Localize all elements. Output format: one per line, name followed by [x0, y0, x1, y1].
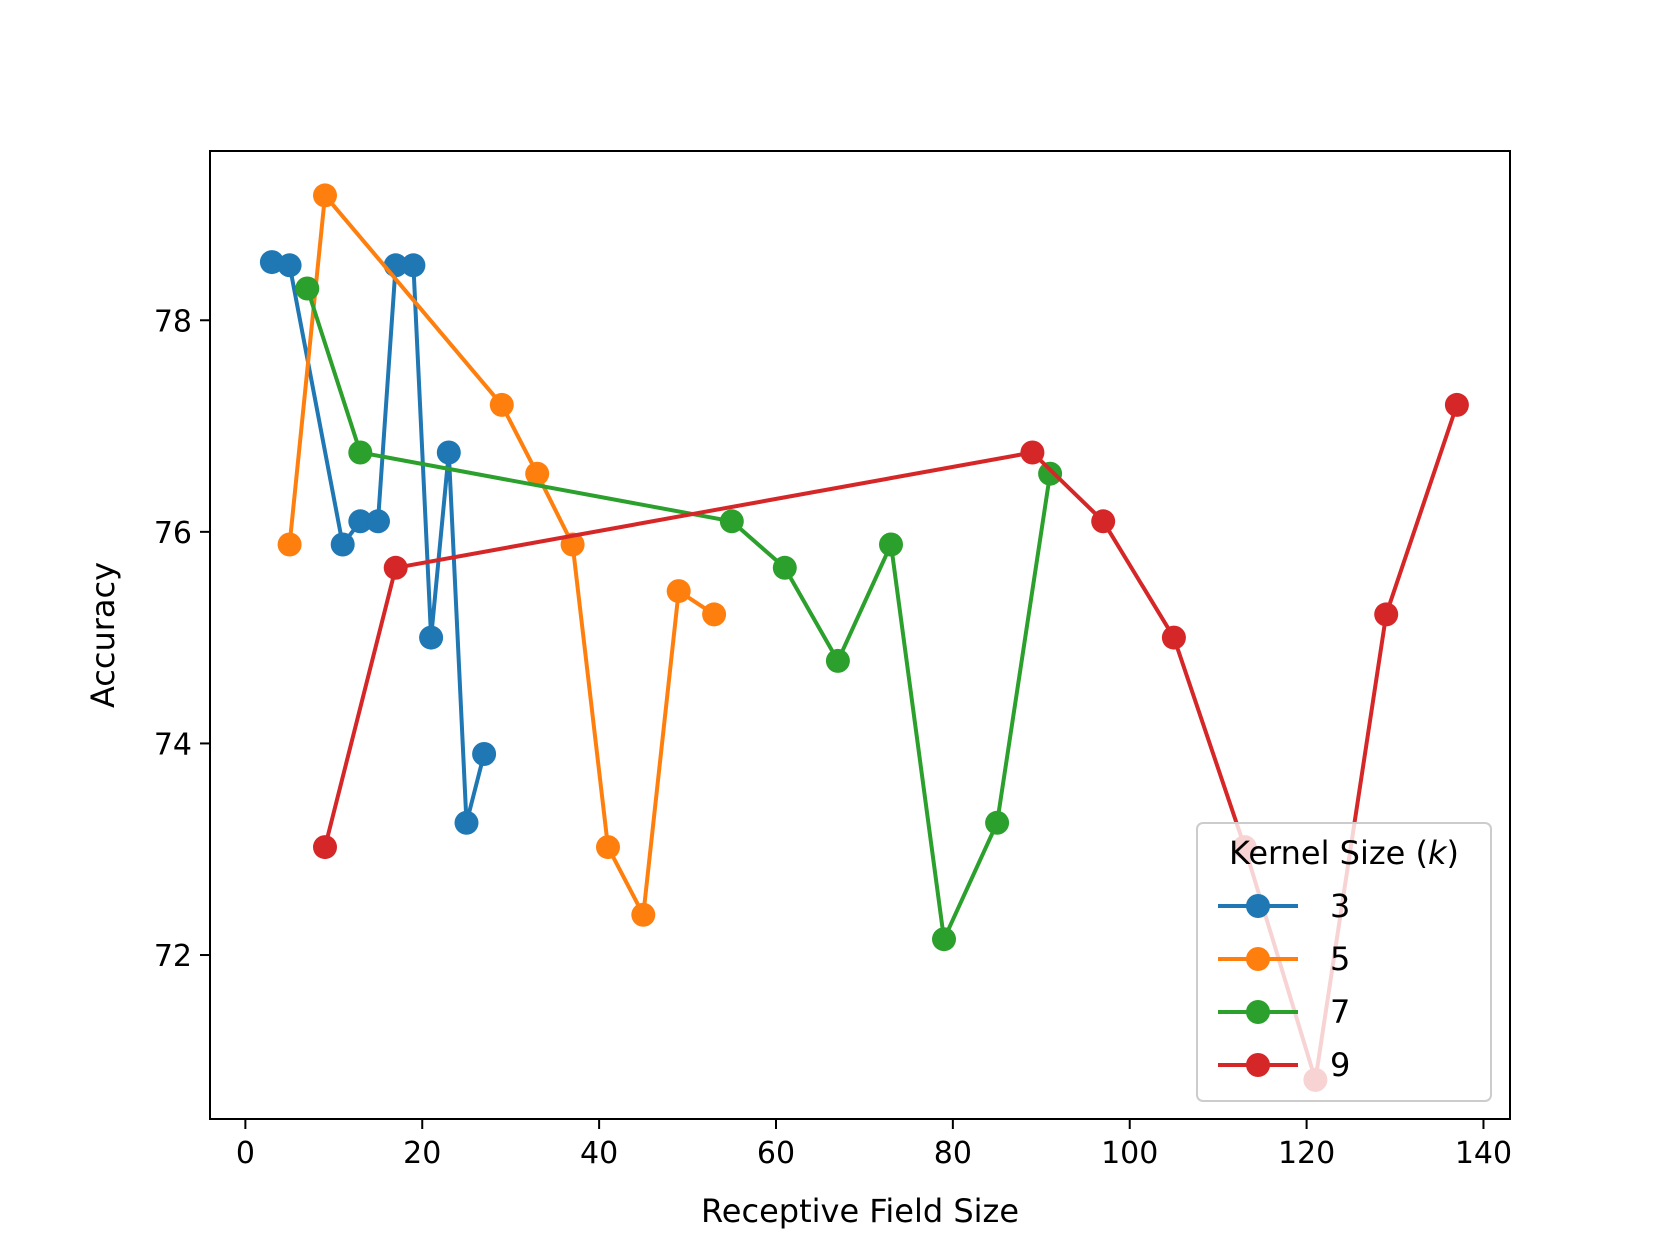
legend-label-k3: 3 [1330, 887, 1350, 925]
x-axis-label: Receptive Field Size [701, 1192, 1019, 1230]
legend-entry-k3: 3 [1218, 887, 1350, 925]
series-k5 [277, 183, 727, 927]
legend-frame [1196, 822, 1492, 1102]
point-k7-8 [1038, 461, 1063, 486]
point-k3-0 [259, 250, 284, 275]
x-tick-label-100: 100 [1101, 1136, 1158, 1171]
series-line-k5 [287, 193, 716, 917]
x-tick-label-0: 0 [236, 1136, 255, 1171]
point-k3-1 [277, 253, 302, 278]
point-k5-3 [525, 461, 550, 486]
point-k7-0 [295, 276, 320, 301]
point-k9-0 [313, 835, 337, 860]
y-axis-ticks: 72 74 76 78 [154, 304, 210, 974]
point-k7-3 [772, 555, 797, 580]
series-k7 [295, 276, 1063, 952]
point-k3-9 [454, 810, 479, 835]
point-k3-7 [419, 625, 444, 650]
point-k7-6 [932, 927, 956, 952]
legend-entry-k7: 7 [1218, 993, 1350, 1031]
series-k3 [259, 250, 497, 835]
legend-entry-k9: 9 [1218, 1046, 1350, 1084]
x-tick-label-120: 120 [1278, 1136, 1335, 1171]
legend-label-k9: 9 [1330, 1046, 1350, 1084]
point-k5-7 [666, 579, 691, 604]
point-k5-6 [631, 902, 656, 927]
point-k5-5 [596, 835, 620, 860]
legend-marker-k3 [1246, 894, 1270, 918]
x-tick-label-20: 20 [403, 1136, 441, 1171]
legend-marker-k9 [1246, 1053, 1270, 1077]
point-k5-0 [277, 532, 302, 557]
point-k7-7 [985, 810, 1010, 835]
point-k9-4 [1161, 625, 1186, 650]
x-axis-ticks: 0 20 40 60 80 100 120 140 [236, 1119, 1512, 1171]
legend-entry-k5: 5 [1218, 940, 1350, 978]
point-k3-6 [401, 253, 426, 278]
point-k7-4 [825, 648, 850, 673]
x-tick-label-40: 40 [580, 1136, 618, 1171]
y-axis-label: Accuracy [84, 562, 122, 708]
point-k9-8 [1444, 392, 1469, 417]
legend: Kernel Size (k) 3 5 7 9 [1196, 822, 1492, 1102]
point-k9-7 [1374, 602, 1399, 627]
y-tick-label-78: 78 [154, 304, 192, 339]
point-k3-2 [330, 532, 355, 557]
legend-title: Kernel Size (k) [1229, 834, 1459, 872]
point-k3-8 [436, 440, 461, 465]
legend-label-k5: 5 [1330, 940, 1350, 978]
plot-frame [209, 150, 1511, 1120]
point-k3-4 [366, 509, 390, 534]
legend-label-k7: 7 [1330, 993, 1350, 1031]
point-k3-10 [472, 742, 497, 766]
point-k5-8 [702, 602, 727, 627]
legend-entries: 3 5 7 9 [1218, 887, 1350, 1084]
x-tick-label-140: 140 [1455, 1136, 1512, 1171]
legend-marker-k7 [1246, 1000, 1270, 1024]
point-k5-1 [313, 183, 337, 208]
point-k3-3 [348, 509, 373, 534]
legend-marker-k5 [1246, 947, 1270, 971]
point-k9-2 [1020, 440, 1045, 465]
y-tick-label-76: 76 [154, 516, 192, 551]
point-k7-1 [348, 440, 373, 465]
x-tick-label-80: 80 [934, 1136, 972, 1171]
point-k7-2 [719, 509, 744, 534]
series-group [259, 183, 1469, 1092]
point-k7-5 [879, 532, 903, 557]
point-k9-1 [383, 555, 408, 580]
point-k5-2 [489, 392, 514, 417]
point-k9-3 [1091, 509, 1116, 534]
y-tick-label-74: 74 [154, 727, 192, 762]
y-tick-label-72: 72 [154, 939, 192, 974]
x-tick-label-60: 60 [757, 1136, 795, 1171]
